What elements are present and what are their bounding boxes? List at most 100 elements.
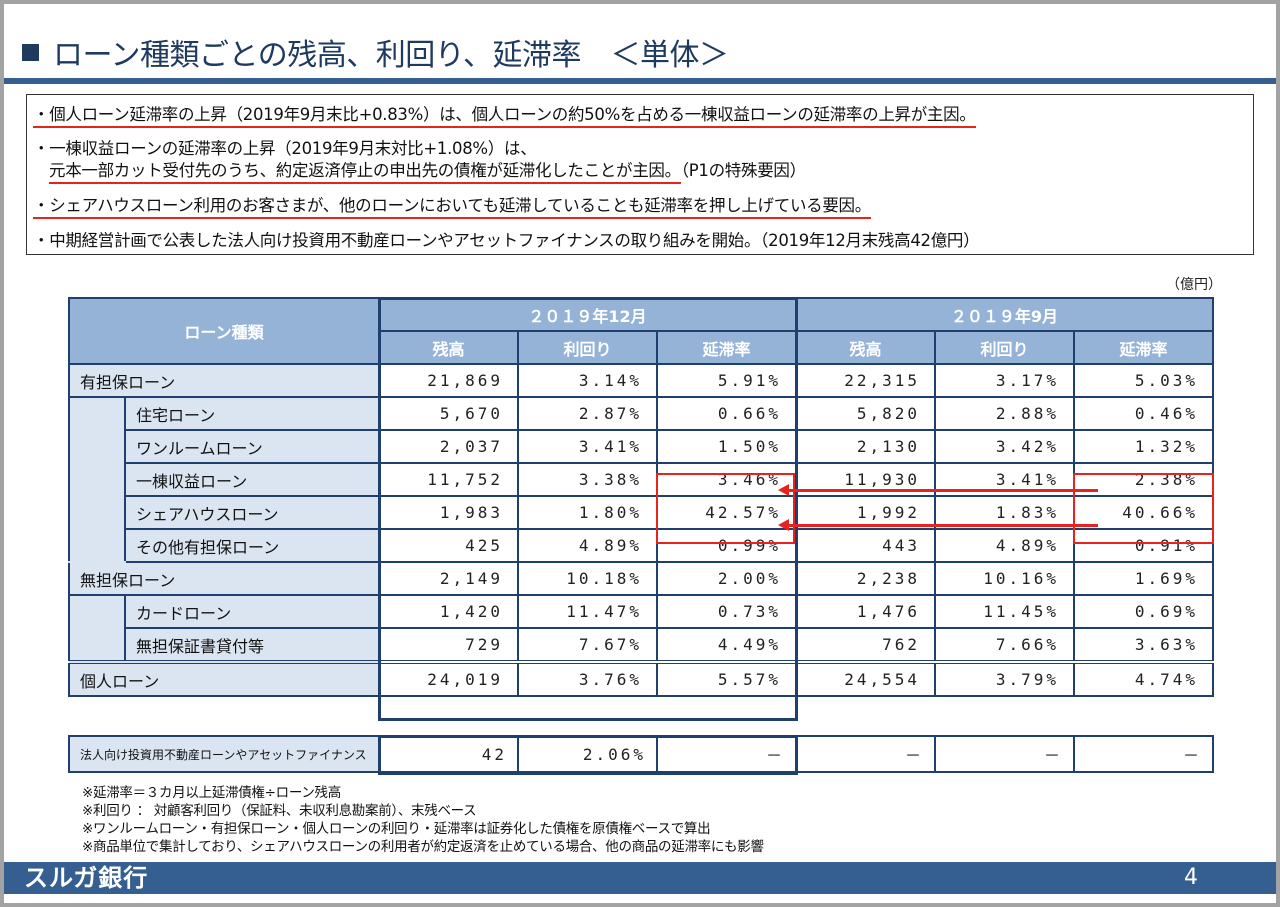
cell: 2,238 <box>795 561 936 596</box>
arrow-left-icon <box>778 519 1098 531</box>
cell: 0.73% <box>656 594 797 629</box>
footnote: ※延滞率＝３カ月以上延滞債権÷ローン残高 <box>82 785 341 801</box>
bank-logo: スルガ銀行 <box>24 864 149 892</box>
cell: － <box>934 735 1075 773</box>
row-label: 住宅ローン <box>124 396 380 431</box>
table-row: 無担保ローン 2,149 10.18% 2.00% 2,238 10.16% 1… <box>68 561 1214 596</box>
cell: 2.87% <box>517 396 658 431</box>
footnotes: ※延滞率＝３カ月以上延滞債権÷ローン残高 ※利回り ： 対顧客利回り（保証料、未… <box>82 784 764 856</box>
cell: － <box>656 735 797 773</box>
cell: 11.45% <box>934 594 1075 629</box>
cell: 24,554 <box>795 661 936 697</box>
row-label: カードローン <box>124 594 380 629</box>
cell: 5.03% <box>1073 363 1214 398</box>
row-label: 個人ローン <box>68 661 380 697</box>
table-row: 有担保ローン 21,869 3.14% 5.91% 22,315 3.17% 5… <box>68 363 1214 398</box>
header-period-current: ２０１９年12月 <box>378 297 797 332</box>
cell: 5,670 <box>378 396 519 431</box>
header-row-periods: ローン種類 ２０１９年12月 ２０１９年9月 <box>68 297 1214 365</box>
cell: 22,315 <box>795 363 936 398</box>
row-label: ワンルームローン <box>124 429 380 464</box>
row-label: その他有担保ローン <box>124 528 380 563</box>
table-row-total: 個人ローン 24,019 3.76% 5.57% 24,554 3.79% 4.… <box>68 661 1214 697</box>
cell: 7.66% <box>934 627 1075 663</box>
cell: 42.57% <box>656 495 797 530</box>
cell: 3.42% <box>934 429 1075 464</box>
cell: 4.89% <box>517 528 658 563</box>
cell: － <box>795 735 936 773</box>
table-row: 住宅ローン 5,670 2.87% 0.66% 5,820 2.88% 0.46… <box>68 396 1214 563</box>
row-label: 無担保証書貸付等 <box>124 627 380 663</box>
cell: 3.79% <box>934 661 1075 697</box>
table-row: 一棟収益ローン 11,752 3.38% 3.46% 11,930 3.41% … <box>69 462 1214 497</box>
cell: 3.63% <box>1073 627 1214 663</box>
cell: 3.38% <box>517 462 658 497</box>
cell: 2.06% <box>517 735 658 773</box>
cell: 4.49% <box>656 627 797 663</box>
slide: ローン種類ごとの残高、利回り、延滞率 ＜単体＞ ・個人ローン延滞率の上昇（201… <box>4 4 1276 903</box>
cell: 5.91% <box>656 363 797 398</box>
cell: 0.46% <box>1073 396 1214 431</box>
cell: 2.88% <box>934 396 1075 431</box>
page-title: ローン種類ごとの残高、利回り、延滞率 ＜単体＞ <box>22 30 729 74</box>
indent-spacer <box>68 594 126 663</box>
cell: 10.16% <box>934 561 1075 596</box>
cell: 24,019 <box>378 661 519 697</box>
cell: 1.80% <box>517 495 658 530</box>
header-row-columns: 残高 利回り 延滞率 残高 利回り 延滞率 <box>69 330 1214 365</box>
table-row: カードローン 1,420 11.47% 0.73% 1,476 11.45% 0… <box>68 594 1214 663</box>
cell: 11,752 <box>378 462 519 497</box>
row-label: 法人向け投資用不動産ローンやアセットファイナンス <box>68 735 380 773</box>
cell: 0.99% <box>656 528 797 563</box>
bullet-1: ・個人ローン延滞率の上昇（2019年9月末比+0.83%）は、個人ローンの約50… <box>33 101 976 128</box>
cell: 3.14% <box>517 363 658 398</box>
indent-spacer <box>68 396 126 563</box>
table-row: ワンルームローン 2,037 3.41% 1.50% 2,130 3.42% 1… <box>69 429 1214 464</box>
cell: 4.89% <box>934 528 1075 563</box>
cell: 0.91% <box>1073 528 1214 563</box>
header-col: 利回り <box>517 330 658 365</box>
cell: 3.41% <box>517 429 658 464</box>
cell: 0.69% <box>1073 594 1214 629</box>
square-bullet-icon <box>22 44 39 61</box>
cell: 1,476 <box>795 594 936 629</box>
cell: 2,130 <box>795 429 936 464</box>
cell: 443 <box>795 528 936 563</box>
cell: 762 <box>795 627 936 663</box>
page-number: 4 <box>1184 865 1198 890</box>
bullet-3: ・シェアハウスローン利用のお客さまが、他のローンにおいても延滞していることも延滞… <box>33 192 871 219</box>
footnote: ※ワンルームローン・有担保ローン・個人ローンの利回り・延滞率は証券化した債権を原… <box>82 821 711 837</box>
header-col: 延滞率 <box>1073 330 1214 365</box>
header-loan-type: ローン種類 <box>68 297 380 365</box>
cell: 10.18% <box>517 561 658 596</box>
bullet-4: ・中期経営計画で公表した法人向け投資用不動産ローンやアセットファイナンスの取り組… <box>33 231 980 250</box>
table-row: 無担保証書貸付等 729 7.67% 4.49% 762 7.66% 3.63% <box>69 627 1214 663</box>
title-divider <box>4 78 1276 84</box>
row-label: 有担保ローン <box>68 363 380 398</box>
cell: 1,420 <box>378 594 519 629</box>
cell: 2,149 <box>378 561 519 596</box>
loan-table: ローン種類 ２０１９年12月 ２０１９年9月 残高 利回り 延滞率 残高 利回り… <box>68 297 1214 697</box>
header-col: 残高 <box>795 330 936 365</box>
arrow-left-icon <box>778 484 1098 496</box>
row-label: シェアハウスローン <box>124 495 380 530</box>
header-col: 延滞率 <box>656 330 797 365</box>
cell: 3.76% <box>517 661 658 697</box>
footnote: ※商品単位で集計しており、シェアハウスローンの利用者が約定返済を止めている場合、… <box>82 839 764 855</box>
cell: 1.32% <box>1073 429 1214 464</box>
cell: 21,869 <box>378 363 519 398</box>
cell: 11.47% <box>517 594 658 629</box>
cell: 729 <box>378 627 519 663</box>
table-row: その他有担保ローン 425 4.89% 0.99% 443 4.89% 0.91… <box>69 528 1214 563</box>
summary-box: ・個人ローン延滞率の上昇（2019年9月末比+0.83%）は、個人ローンの約50… <box>26 94 1254 255</box>
unit-label: （億円） <box>1166 277 1222 293</box>
cell: 1,983 <box>378 495 519 530</box>
bullet-2-continued: 元本一部カット受付先のうち、約定返済停止の申出先の債権が延滞化したことが主因。（… <box>49 157 806 184</box>
cell: 2,037 <box>378 429 519 464</box>
cell: － <box>1073 735 1214 773</box>
corporate-loan-table: 法人向け投資用不動産ローンやアセットファイナンス 42 2.06% － － － … <box>68 735 1214 773</box>
table-row: シェアハウスローン 1,983 1.80% 42.57% 1,992 1.83%… <box>69 495 1214 530</box>
header-period-prior: ２０１９年9月 <box>795 297 1214 332</box>
cell: 5.57% <box>656 661 797 697</box>
cell: 42 <box>378 735 519 773</box>
